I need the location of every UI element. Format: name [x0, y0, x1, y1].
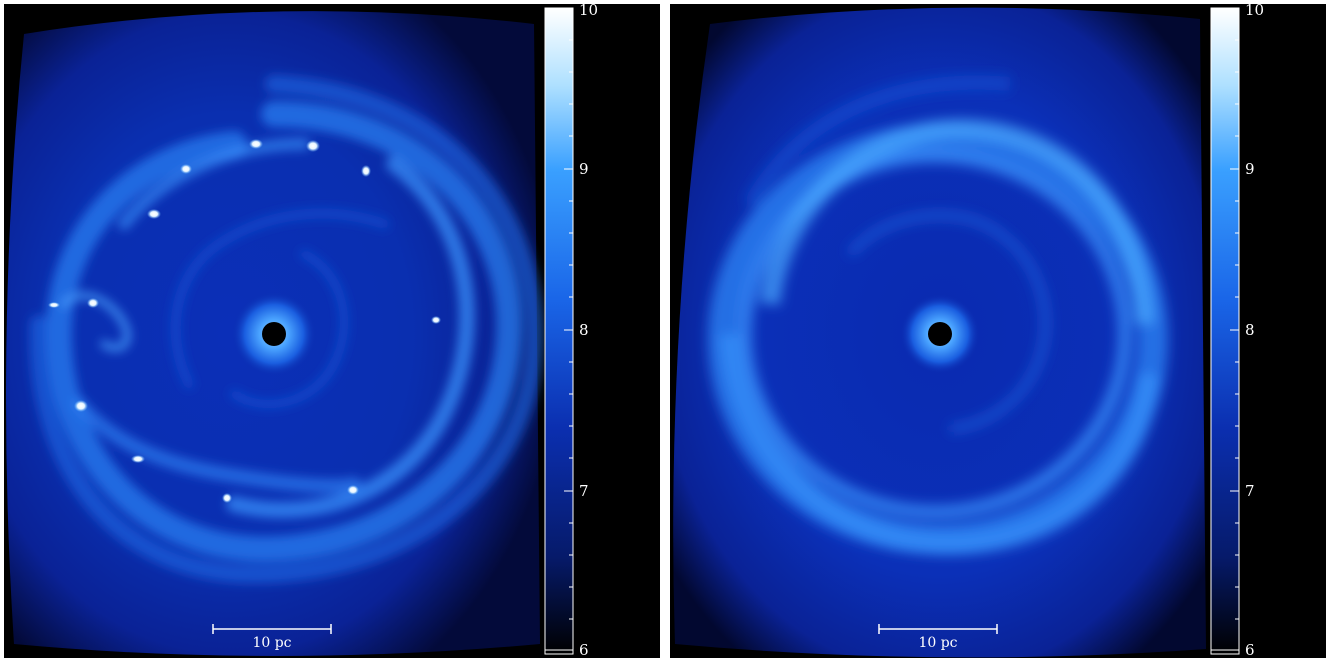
- colorbar: 10 9 8 7 6: [1210, 4, 1326, 658]
- colorbar-tick-label: 7: [579, 482, 589, 500]
- gas-clump: [180, 164, 192, 174]
- gas-clump: [87, 298, 99, 308]
- gas-clump: [74, 400, 88, 412]
- scale-bar-label: 10 pc: [918, 635, 957, 651]
- gas-clump: [361, 165, 371, 177]
- gas-clump: [306, 140, 320, 152]
- central-black-hole: [262, 322, 286, 346]
- colorbar-tick-label: 9: [579, 160, 589, 178]
- gas-clump: [131, 455, 145, 463]
- gas-clump: [347, 485, 359, 495]
- spiral-arms-right: [708, 75, 1168, 556]
- simulation-panel-right: 10 pc: [670, 4, 1326, 658]
- colorbar-gradient: [1210, 7, 1240, 655]
- simulation-panel-left: 10 pc: [4, 4, 660, 658]
- colorbar-tick-label: 10: [579, 4, 598, 19]
- density-map-right: 10 pc: [670, 4, 1326, 658]
- central-black-hole: [928, 322, 952, 346]
- gas-clump: [147, 209, 161, 219]
- colorbar-tick-label: 10: [1245, 4, 1264, 19]
- spiral-arms-left: [29, 75, 544, 584]
- density-map-left: 10 pc: [4, 4, 660, 658]
- gas-clumps-left: [48, 139, 441, 503]
- gas-clump: [48, 302, 60, 308]
- colorbar-tick-label: 9: [1245, 160, 1255, 178]
- scale-bar: 10 pc: [878, 624, 998, 651]
- gas-clump: [249, 139, 263, 149]
- colorbar-tick-label: 8: [1245, 321, 1255, 339]
- colorbar-tick-label: 6: [1245, 641, 1255, 658]
- colorbar-tick-label: 6: [579, 641, 589, 658]
- gas-clump: [431, 316, 441, 324]
- colorbar: 10 9 8 7 6: [544, 4, 660, 658]
- colorbar-gradient: [544, 7, 574, 655]
- colorbar-tick-label: 7: [1245, 482, 1255, 500]
- colorbar-tick-label: 8: [579, 321, 589, 339]
- gas-clump: [222, 493, 232, 503]
- scale-bar: 10 pc: [212, 624, 332, 651]
- scale-bar-label: 10 pc: [252, 635, 291, 651]
